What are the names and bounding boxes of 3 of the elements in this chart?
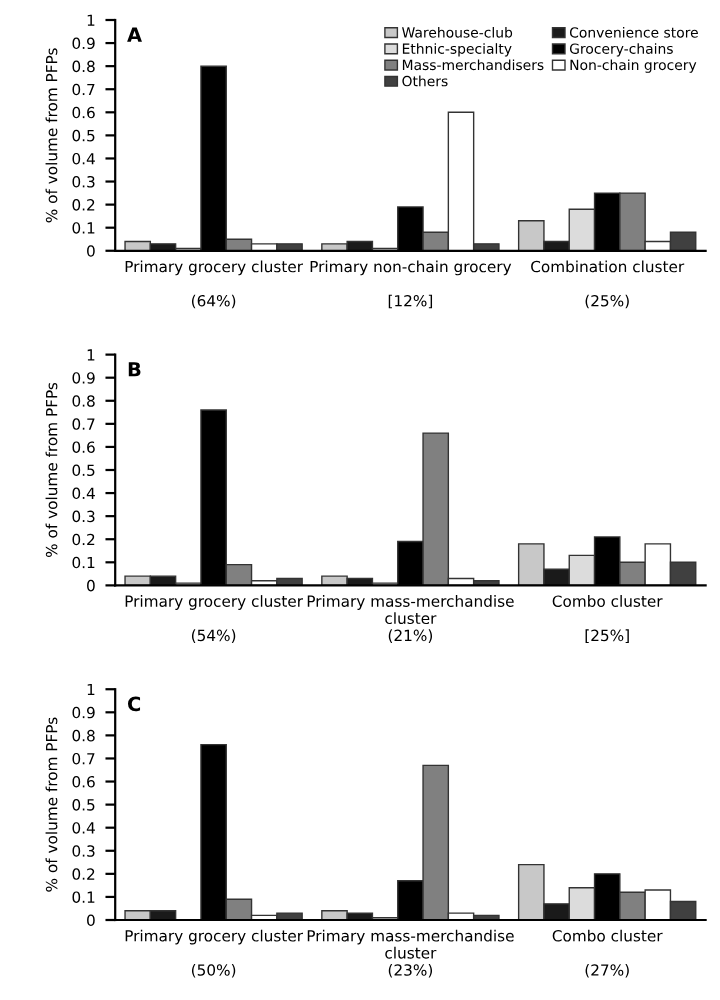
annotation: B bbox=[128, 362, 141, 377]
annotation: A bbox=[127, 27, 142, 42]
annotation: C bbox=[127, 696, 141, 712]
